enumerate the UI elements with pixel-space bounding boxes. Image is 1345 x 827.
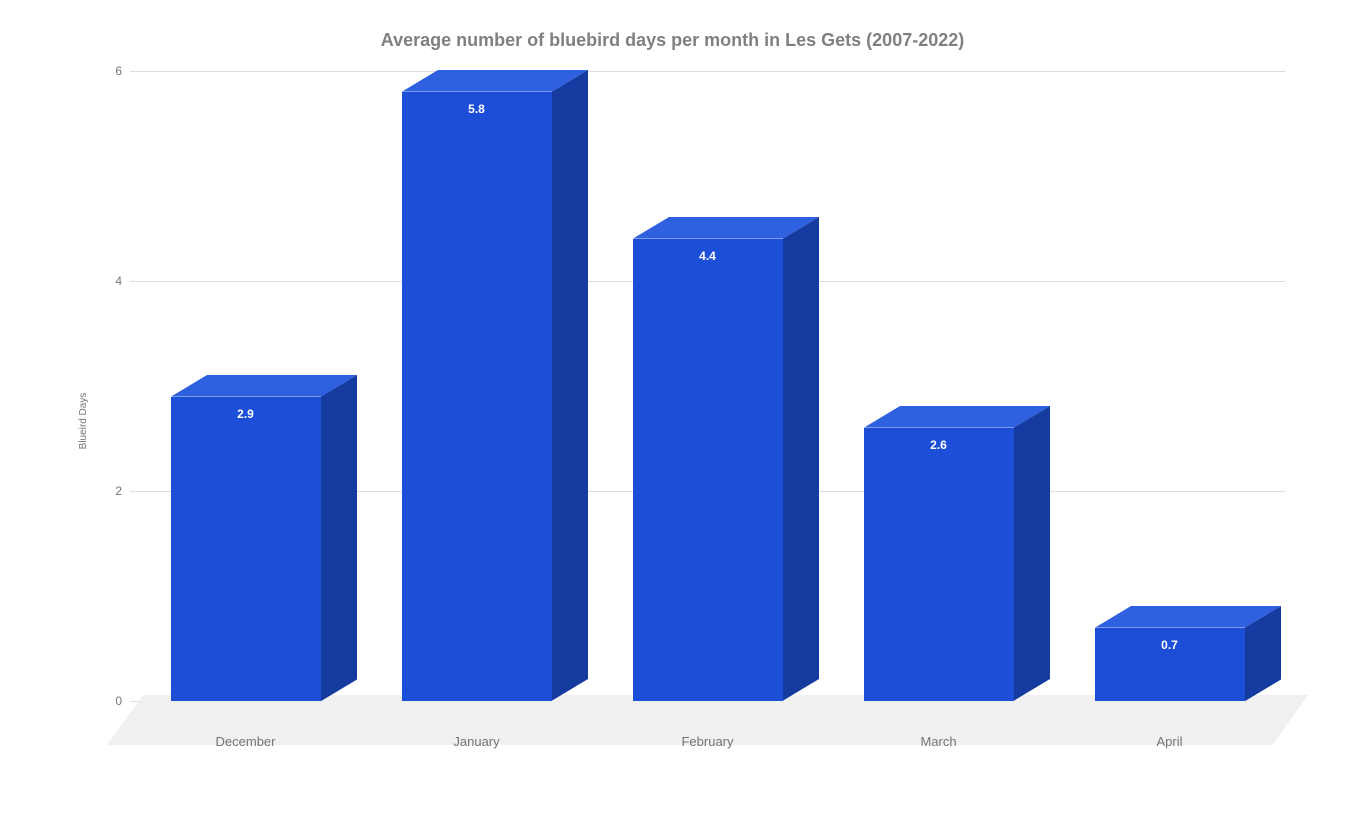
bar-slot: 0.7 <box>1054 71 1285 701</box>
bar-side-face <box>321 375 357 701</box>
bar-side-face <box>1014 406 1050 701</box>
chart-container: Average number of bluebird days per mont… <box>0 0 1345 827</box>
bar-value-label: 4.4 <box>633 249 783 263</box>
bars-row: 2.9 5.8 4.4 2.6 0.7 <box>130 71 1285 701</box>
y-tick-label: 2 <box>102 484 122 498</box>
plot-area: 02462.95.84.42.60.7 <box>130 71 1285 701</box>
bar-slot: 4.4 <box>592 71 823 701</box>
bar-side-face <box>552 70 588 701</box>
bar-value-label: 2.9 <box>171 407 321 421</box>
x-tick-label: January <box>361 716 592 749</box>
x-tick-label: December <box>130 716 361 749</box>
bar: 5.8 <box>402 92 552 701</box>
bar-front-face <box>171 397 321 702</box>
bar: 4.4 <box>633 239 783 701</box>
bar: 2.9 <box>171 397 321 702</box>
bar-slot: 2.9 <box>130 71 361 701</box>
bar-slot: 2.6 <box>823 71 1054 701</box>
y-tick-label: 6 <box>102 64 122 78</box>
y-tick-label: 4 <box>102 274 122 288</box>
x-axis-labels: DecemberJanuaryFebruaryMarchApril <box>130 716 1285 771</box>
bar-front-face <box>402 92 552 701</box>
bar: 0.7 <box>1095 628 1245 702</box>
plot-wrap: Blueird Days 02462.95.84.42.60.7 Decembe… <box>100 71 1285 771</box>
x-tick-label: March <box>823 716 1054 749</box>
bar-front-face <box>633 239 783 701</box>
bar: 2.6 <box>864 428 1014 701</box>
bar-side-face <box>1245 606 1281 701</box>
y-axis-label: Blueird Days <box>78 393 89 450</box>
bar-value-label: 0.7 <box>1095 638 1245 652</box>
x-tick-label: February <box>592 716 823 749</box>
bar-value-label: 2.6 <box>864 438 1014 452</box>
chart-title: Average number of bluebird days per mont… <box>40 20 1305 71</box>
bar-value-label: 5.8 <box>402 102 552 116</box>
bar-front-face <box>864 428 1014 701</box>
x-tick-label: April <box>1054 716 1285 749</box>
bar-side-face <box>783 217 819 701</box>
bar-slot: 5.8 <box>361 71 592 701</box>
